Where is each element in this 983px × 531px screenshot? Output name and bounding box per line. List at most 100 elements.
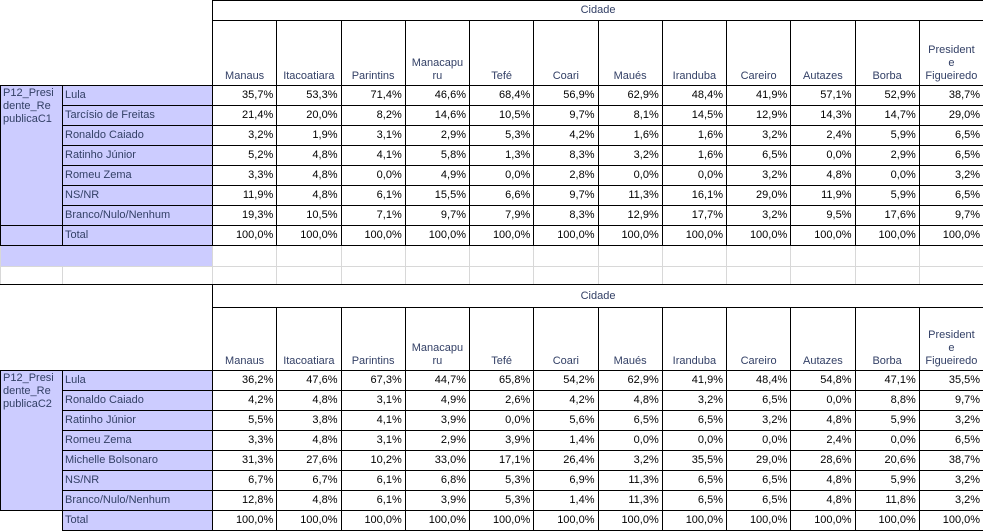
city-header-cell[interactable]: Maués bbox=[597, 307, 663, 371]
total-row-label[interactable]: Total bbox=[62, 225, 213, 246]
value-cell[interactable]: 9,7% bbox=[533, 185, 599, 206]
value-cell[interactable]: 48,4% bbox=[661, 85, 728, 106]
city-header-cell[interactable]: Coari bbox=[533, 307, 599, 371]
value-cell[interactable]: 48,4% bbox=[725, 370, 792, 391]
value-cell[interactable]: 100,0% bbox=[468, 225, 535, 246]
value-cell[interactable]: 26,4% bbox=[533, 450, 599, 471]
city-header-cell[interactable]: Manaus bbox=[211, 20, 278, 86]
value-cell[interactable]: 29,0% bbox=[725, 185, 792, 206]
value-cell[interactable]: 11,3% bbox=[597, 490, 663, 511]
answer-row-label[interactable]: Michelle Bolsonaro bbox=[62, 450, 213, 471]
value-cell[interactable]: 8,3% bbox=[533, 145, 599, 166]
value-cell[interactable]: 0,0% bbox=[854, 165, 920, 186]
value-cell[interactable]: 6,5% bbox=[725, 490, 792, 511]
value-cell[interactable]: 100,0% bbox=[211, 510, 278, 531]
value-cell[interactable]: 3,2% bbox=[918, 165, 983, 186]
value-cell[interactable]: 35,5% bbox=[661, 450, 728, 471]
value-cell[interactable]: 4,9% bbox=[404, 165, 471, 186]
value-cell[interactable]: 3,3% bbox=[211, 165, 278, 186]
value-cell[interactable]: 6,5% bbox=[918, 145, 983, 166]
value-cell[interactable]: 1,6% bbox=[661, 145, 728, 166]
value-cell[interactable]: 6,8% bbox=[404, 470, 471, 491]
city-header-cell[interactable]: Iranduba bbox=[661, 307, 728, 371]
value-cell[interactable]: 14,7% bbox=[854, 105, 920, 126]
value-cell[interactable]: 71,4% bbox=[340, 85, 406, 106]
city-header-cell[interactable]: Parintins bbox=[340, 307, 406, 371]
value-cell[interactable]: 36,2% bbox=[211, 370, 278, 391]
city-header-cell[interactable]: Presidente Figueiredo bbox=[918, 307, 983, 371]
value-cell[interactable]: 11,8% bbox=[854, 490, 920, 511]
value-cell[interactable]: 0,0% bbox=[790, 390, 856, 411]
question-label[interactable]: P12_Presidente_RepublicaC1 bbox=[0, 85, 63, 226]
value-cell[interactable]: 0,0% bbox=[854, 430, 920, 451]
value-cell[interactable]: 100,0% bbox=[725, 225, 792, 246]
value-cell[interactable]: 3,3% bbox=[211, 430, 278, 451]
value-cell[interactable]: 68,4% bbox=[468, 85, 535, 106]
value-cell[interactable]: 62,9% bbox=[597, 370, 663, 391]
value-cell[interactable]: 54,8% bbox=[790, 370, 856, 391]
value-cell[interactable]: 41,9% bbox=[661, 370, 728, 391]
value-cell[interactable]: 100,0% bbox=[854, 510, 920, 531]
value-cell[interactable]: 9,7% bbox=[918, 205, 983, 226]
value-cell[interactable]: 4,9% bbox=[404, 390, 471, 411]
answer-row-label[interactable]: Branco/Nulo/Nenhum bbox=[62, 205, 213, 226]
value-cell[interactable]: 3,2% bbox=[597, 450, 663, 471]
value-cell[interactable]: 17,1% bbox=[468, 450, 535, 471]
value-cell[interactable]: 4,2% bbox=[533, 390, 599, 411]
answer-row-label[interactable]: NS/NR bbox=[62, 470, 213, 491]
value-cell[interactable]: 3,2% bbox=[918, 410, 983, 431]
value-cell[interactable]: 5,9% bbox=[854, 470, 920, 491]
answer-row-label[interactable]: NS/NR bbox=[62, 185, 213, 206]
value-cell[interactable]: 11,3% bbox=[597, 185, 663, 206]
value-cell[interactable]: 100,0% bbox=[404, 225, 471, 246]
value-cell[interactable]: 4,8% bbox=[276, 490, 342, 511]
value-cell[interactable]: 31,3% bbox=[211, 450, 278, 471]
value-cell[interactable]: 15,5% bbox=[404, 185, 471, 206]
value-cell[interactable]: 7,9% bbox=[468, 205, 535, 226]
value-cell[interactable]: 0,0% bbox=[597, 430, 663, 451]
value-cell[interactable]: 6,1% bbox=[340, 490, 406, 511]
value-cell[interactable]: 100,0% bbox=[533, 510, 599, 531]
city-header-cell[interactable]: Itacoatiara bbox=[276, 307, 342, 371]
value-cell[interactable]: 41,9% bbox=[725, 85, 792, 106]
value-cell[interactable]: 7,1% bbox=[340, 205, 406, 226]
value-cell[interactable]: 0,0% bbox=[468, 165, 535, 186]
value-cell[interactable]: 44,7% bbox=[404, 370, 471, 391]
value-cell[interactable]: 3,2% bbox=[211, 125, 278, 146]
value-cell[interactable]: 5,9% bbox=[854, 125, 920, 146]
value-cell[interactable]: 5,6% bbox=[533, 410, 599, 431]
value-cell[interactable]: 6,5% bbox=[597, 410, 663, 431]
value-cell[interactable]: 5,3% bbox=[468, 470, 535, 491]
value-cell[interactable]: 100,0% bbox=[340, 510, 406, 531]
value-cell[interactable]: 6,7% bbox=[211, 470, 278, 491]
value-cell[interactable]: 8,8% bbox=[854, 390, 920, 411]
value-cell[interactable]: 20,6% bbox=[854, 450, 920, 471]
city-header-cell[interactable]: Careiro bbox=[725, 20, 792, 86]
value-cell[interactable]: 14,6% bbox=[404, 105, 471, 126]
value-cell[interactable]: 5,9% bbox=[854, 410, 920, 431]
answer-row-label[interactable]: Tarcísio de Freitas bbox=[62, 105, 213, 126]
value-cell[interactable]: 4,8% bbox=[597, 390, 663, 411]
value-cell[interactable]: 5,8% bbox=[404, 145, 471, 166]
value-cell[interactable]: 0,0% bbox=[790, 145, 856, 166]
value-cell[interactable]: 14,3% bbox=[790, 105, 856, 126]
value-cell[interactable]: 3,9% bbox=[404, 410, 471, 431]
value-cell[interactable]: 17,7% bbox=[661, 205, 728, 226]
city-header-cell[interactable]: Autazes bbox=[790, 307, 856, 371]
value-cell[interactable]: 4,8% bbox=[790, 165, 856, 186]
value-cell[interactable]: 11,3% bbox=[597, 470, 663, 491]
value-cell[interactable]: 100,0% bbox=[340, 225, 406, 246]
value-cell[interactable]: 6,5% bbox=[725, 470, 792, 491]
answer-row-label[interactable]: Lula bbox=[62, 85, 213, 106]
value-cell[interactable]: 2,9% bbox=[404, 125, 471, 146]
value-cell[interactable]: 6,9% bbox=[533, 470, 599, 491]
city-header-cell[interactable]: Tefé bbox=[468, 20, 535, 86]
value-cell[interactable]: 4,2% bbox=[211, 390, 278, 411]
value-cell[interactable]: 2,6% bbox=[468, 390, 535, 411]
value-cell[interactable]: 6,1% bbox=[340, 470, 406, 491]
value-cell[interactable]: 28,6% bbox=[790, 450, 856, 471]
value-cell[interactable]: 53,3% bbox=[276, 85, 342, 106]
value-cell[interactable]: 6,5% bbox=[918, 430, 983, 451]
value-cell[interactable]: 65,8% bbox=[468, 370, 535, 391]
value-cell[interactable]: 5,9% bbox=[854, 185, 920, 206]
